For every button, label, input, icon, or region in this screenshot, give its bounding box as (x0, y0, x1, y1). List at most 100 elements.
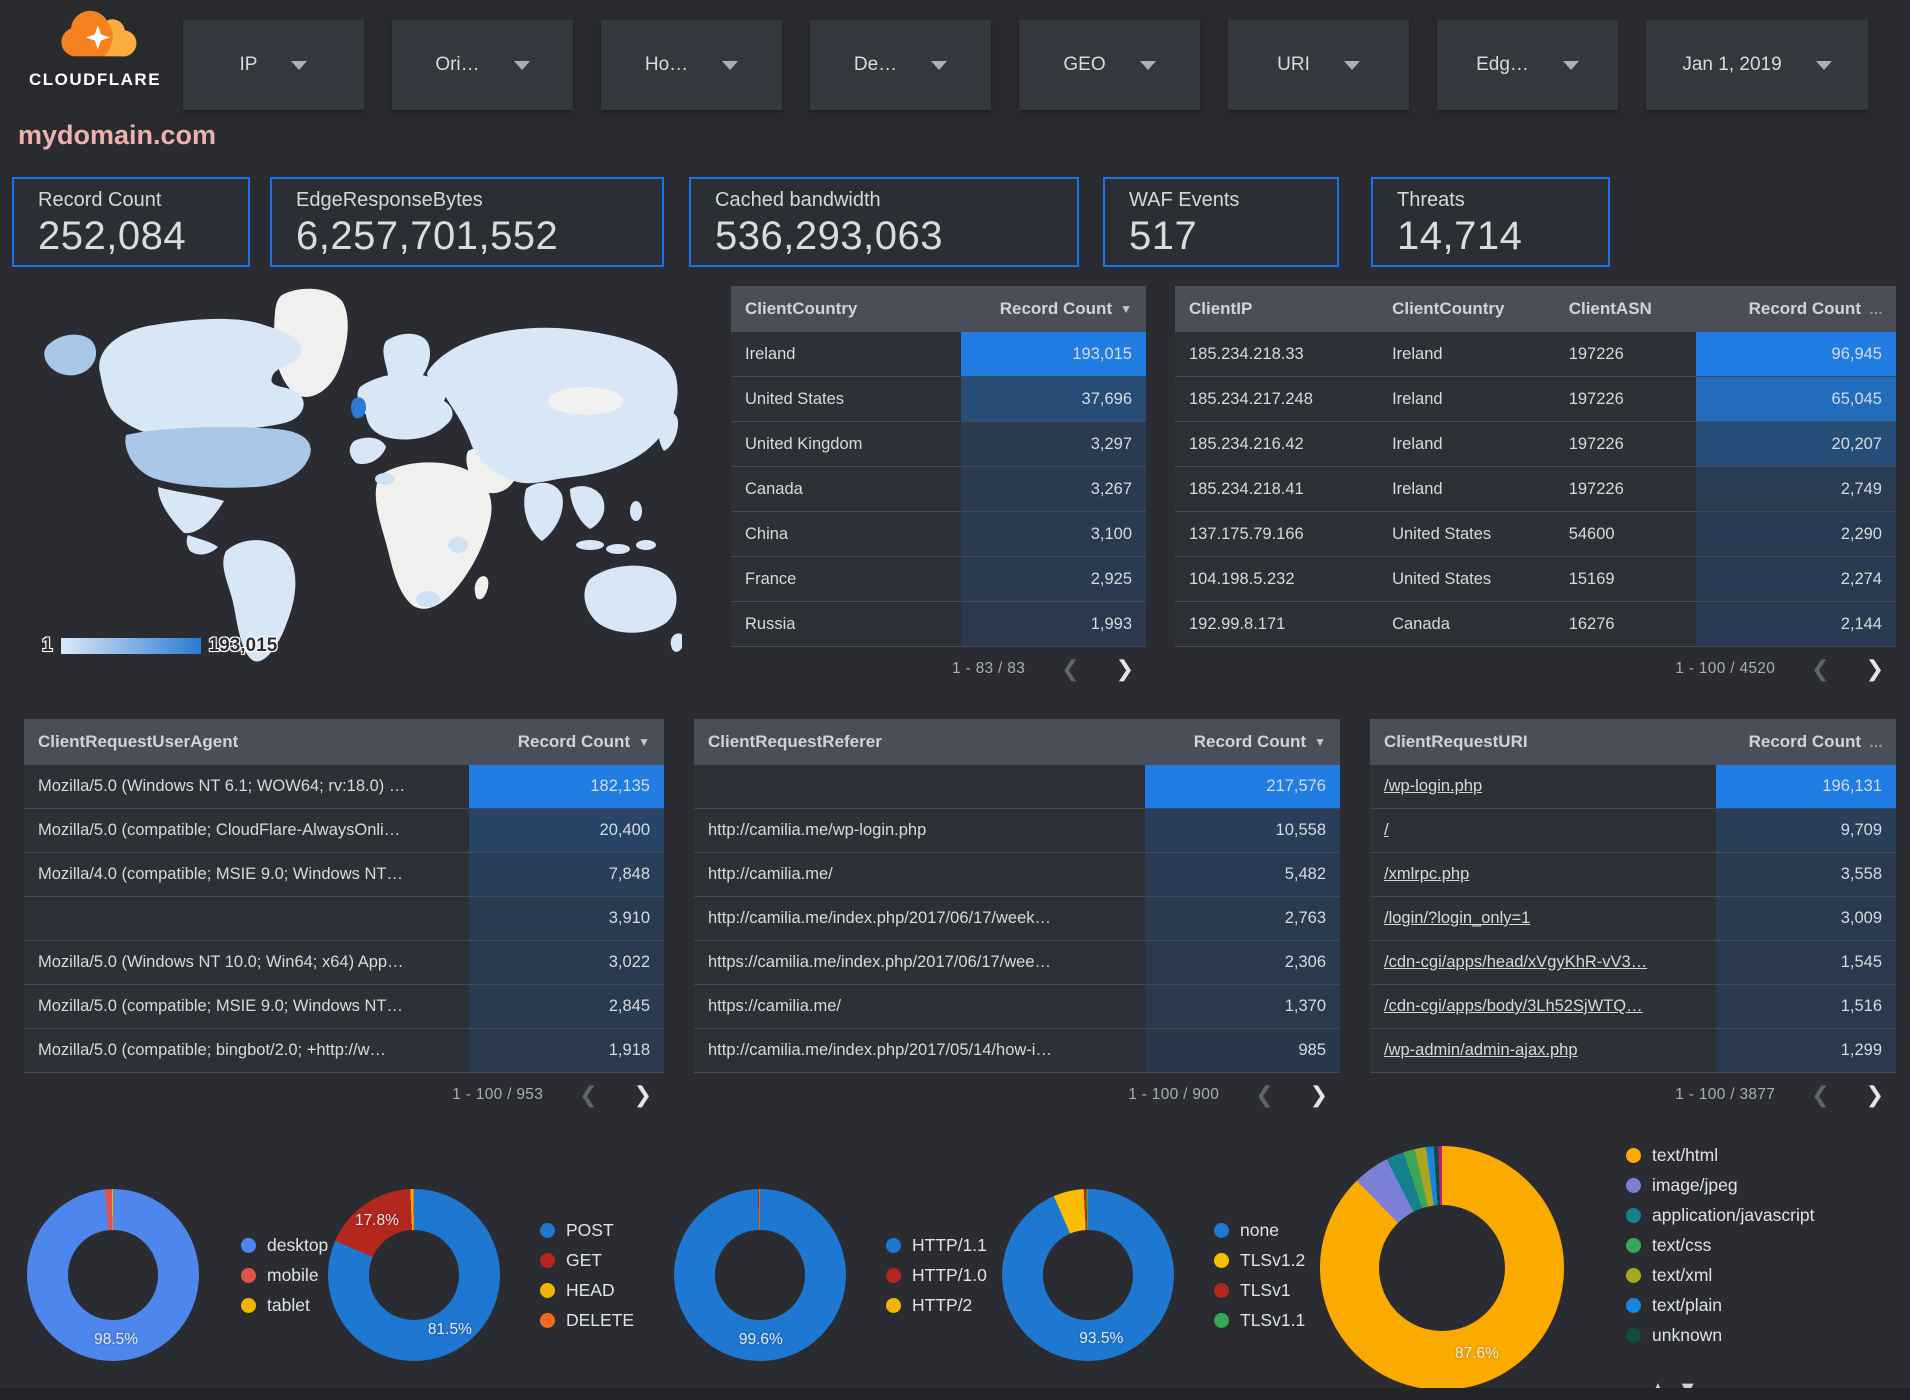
map-south-africa[interactable] (416, 591, 440, 607)
map-central-america[interactable] (186, 535, 218, 555)
table-row[interactable]: United Kingdom 3,297 (731, 422, 1146, 467)
table-row[interactable]: /login/?login_only=1 3,009 (1370, 897, 1896, 941)
map-japan[interactable] (658, 412, 678, 451)
map-greenland[interactable] (273, 288, 348, 397)
sort-indicator-icon[interactable]: ▼ (1120, 302, 1132, 316)
map-morocco[interactable] (375, 473, 395, 485)
map-indonesia[interactable] (576, 540, 604, 550)
map-tanzania[interactable] (448, 537, 468, 553)
table-row[interactable]: France 2,925 (731, 557, 1146, 602)
map-mexico[interactable] (158, 487, 224, 534)
column-header[interactable]: ClientRequestURI (1384, 732, 1528, 751)
table-row[interactable]: Canada 3,267 (731, 467, 1146, 512)
pagination-next-icon[interactable]: ❯ (1309, 1082, 1328, 1107)
table-row[interactable]: Mozilla/5.0 (compatible; bingbot/2.0; +h… (24, 1029, 664, 1073)
table-row[interactable]: China 3,100 (731, 512, 1146, 557)
column-header[interactable]: Record Count… (1748, 299, 1883, 318)
map-india[interactable] (524, 482, 563, 541)
sort-indicator-icon[interactable]: … (1869, 734, 1883, 750)
column-header[interactable]: ClientCountry (1392, 299, 1505, 318)
pagination-next-icon[interactable]: ❯ (1865, 1082, 1884, 1107)
map-south-america[interactable] (223, 540, 296, 662)
map-indonesia[interactable] (636, 540, 656, 550)
table-row[interactable]: Mozilla/5.0 (compatible; CloudFlare-Alwa… (24, 809, 664, 853)
filter-host[interactable]: Ho… (601, 20, 782, 110)
table-row[interactable]: http://camilia.me/wp-login.php 10,558 (694, 809, 1340, 853)
pagination-next-icon[interactable]: ❯ (1865, 656, 1884, 681)
table-row[interactable]: 104.198.5.232 United States 15169 2,274 (1175, 557, 1896, 602)
donut-device-type[interactable]: 98.5% (27, 1189, 199, 1361)
table-row[interactable]: https://camilia.me/index.php/2017/06/17/… (694, 941, 1340, 985)
pagination-prev-icon[interactable]: ❮ (1061, 656, 1080, 681)
column-header[interactable]: Record Count ▼ (517, 732, 650, 751)
table-row[interactable]: http://camilia.me/5,482 (694, 853, 1340, 897)
map-united-kingdom[interactable] (366, 384, 386, 416)
map-united-states[interactable] (125, 427, 311, 488)
filter-ip[interactable]: IP (183, 20, 364, 110)
donut-content-type[interactable]: 87.6% (1320, 1146, 1564, 1390)
map-mongolia[interactable] (548, 387, 624, 415)
table-row[interactable]: /wp-admin/admin-ajax.php 1,299 (1370, 1029, 1896, 1073)
table-row[interactable]: http://camilia.me/index.php/2017/06/17/w… (694, 897, 1340, 941)
column-header[interactable]: Record Count ▼ (1193, 732, 1326, 751)
map-southeast-asia[interactable] (570, 486, 605, 529)
map-new-zealand[interactable] (670, 633, 685, 652)
table-row[interactable]: https://camilia.me/1,370 (694, 985, 1340, 1029)
sort-indicator-icon[interactable]: ▼ (638, 735, 650, 749)
column-header[interactable]: Record Count… (1748, 732, 1883, 751)
column-header[interactable]: Record Count ▼ (999, 299, 1132, 318)
map-philippines[interactable] (630, 501, 642, 521)
table-row[interactable]: United States 37,696 (731, 377, 1146, 422)
table-row[interactable]: / 9,709 (1370, 809, 1896, 853)
filter-origin[interactable]: Ori… (392, 20, 573, 110)
table-row[interactable]: /wp-login.php 196,131 (1370, 765, 1896, 809)
map-indonesia[interactable] (606, 544, 630, 554)
table-row[interactable]: 217,576 (694, 765, 1340, 809)
table-row[interactable]: 192.99.8.171 Canada 16276 2,144 (1175, 602, 1896, 647)
map-madagascar[interactable] (474, 576, 489, 600)
table-row[interactable]: 185.234.216.42 Ireland 197226 20,207 (1175, 422, 1896, 467)
pagination-prev-icon[interactable]: ❮ (1255, 1082, 1274, 1107)
table-row[interactable]: Mozilla/5.0 (Windows NT 10.0; Win64; x64… (24, 941, 664, 985)
table-row[interactable]: 3,910 (24, 897, 664, 941)
donut-tls-version[interactable]: 93.5% (1002, 1189, 1174, 1361)
map-iberia[interactable] (349, 437, 386, 465)
filter-device[interactable]: De… (810, 20, 991, 110)
filter-geo[interactable]: GEO (1019, 20, 1200, 110)
table-row[interactable]: /cdn-cgi/apps/head/xVgyKhR-vV3… 1,545 (1370, 941, 1896, 985)
sort-indicator-icon[interactable]: … (1868, 301, 1883, 317)
table-row[interactable]: 185.234.218.41 Ireland 197226 2,749 (1175, 467, 1896, 512)
table-row[interactable]: Russia 1,993 (731, 602, 1146, 647)
table-row[interactable]: 185.234.218.33 Ireland 197226 96,945 (1175, 332, 1896, 377)
table-row[interactable]: /cdn-cgi/apps/body/3Lh52SjWTQ… 1,516 (1370, 985, 1896, 1029)
map-australia[interactable] (584, 565, 677, 633)
map-africa[interactable] (375, 462, 492, 609)
table-row[interactable]: 137.175.79.166 United States 54600 2,290 (1175, 512, 1896, 557)
filter-edge[interactable]: Edg… (1437, 20, 1618, 110)
table-row[interactable]: /xmlrpc.php 3,558 (1370, 853, 1896, 897)
world-map[interactable] (30, 283, 685, 683)
column-header[interactable]: ClientRequestUserAgent (38, 732, 239, 751)
sort-indicator-icon[interactable]: ▼ (1314, 735, 1326, 749)
table-row[interactable]: Mozilla/5.0 (compatible; MSIE 9.0; Windo… (24, 985, 664, 1029)
column-header[interactable]: ClientASN (1568, 299, 1652, 318)
table-row[interactable]: Ireland 193,015 (731, 332, 1146, 377)
filter-uri[interactable]: URI (1228, 20, 1409, 110)
pagination-next-icon[interactable]: ❯ (1115, 656, 1134, 681)
map-alaska[interactable] (44, 334, 97, 376)
pagination-prev-icon[interactable]: ❮ (1811, 656, 1830, 681)
pagination-prev-icon[interactable]: ❮ (1811, 1082, 1830, 1107)
table-row[interactable]: Mozilla/5.0 (Windows NT 6.1; WOW64; rv:1… (24, 765, 664, 809)
donut-http-method[interactable]: 81.5% 17.8% (328, 1189, 500, 1361)
table-row[interactable]: 185.234.217.248 Ireland 197226 65,045 (1175, 377, 1896, 422)
table-row[interactable]: Mozilla/4.0 (compatible; MSIE 9.0; Windo… (24, 853, 664, 897)
table-row[interactable]: http://camilia.me/index.php/2017/05/14/h… (694, 1029, 1340, 1073)
map-canada[interactable] (99, 318, 304, 438)
map-ireland[interactable] (351, 397, 366, 419)
column-header[interactable]: ClientRequestReferer (708, 732, 882, 751)
geo-map[interactable]: 1 193,015 (30, 283, 685, 683)
date-range-filter[interactable]: Jan 1, 2019 (1646, 20, 1868, 110)
donut-http-protocol[interactable]: 99.6% (674, 1189, 846, 1361)
column-header[interactable]: ClientCountry (745, 299, 858, 318)
pagination-next-icon[interactable]: ❯ (633, 1082, 652, 1107)
